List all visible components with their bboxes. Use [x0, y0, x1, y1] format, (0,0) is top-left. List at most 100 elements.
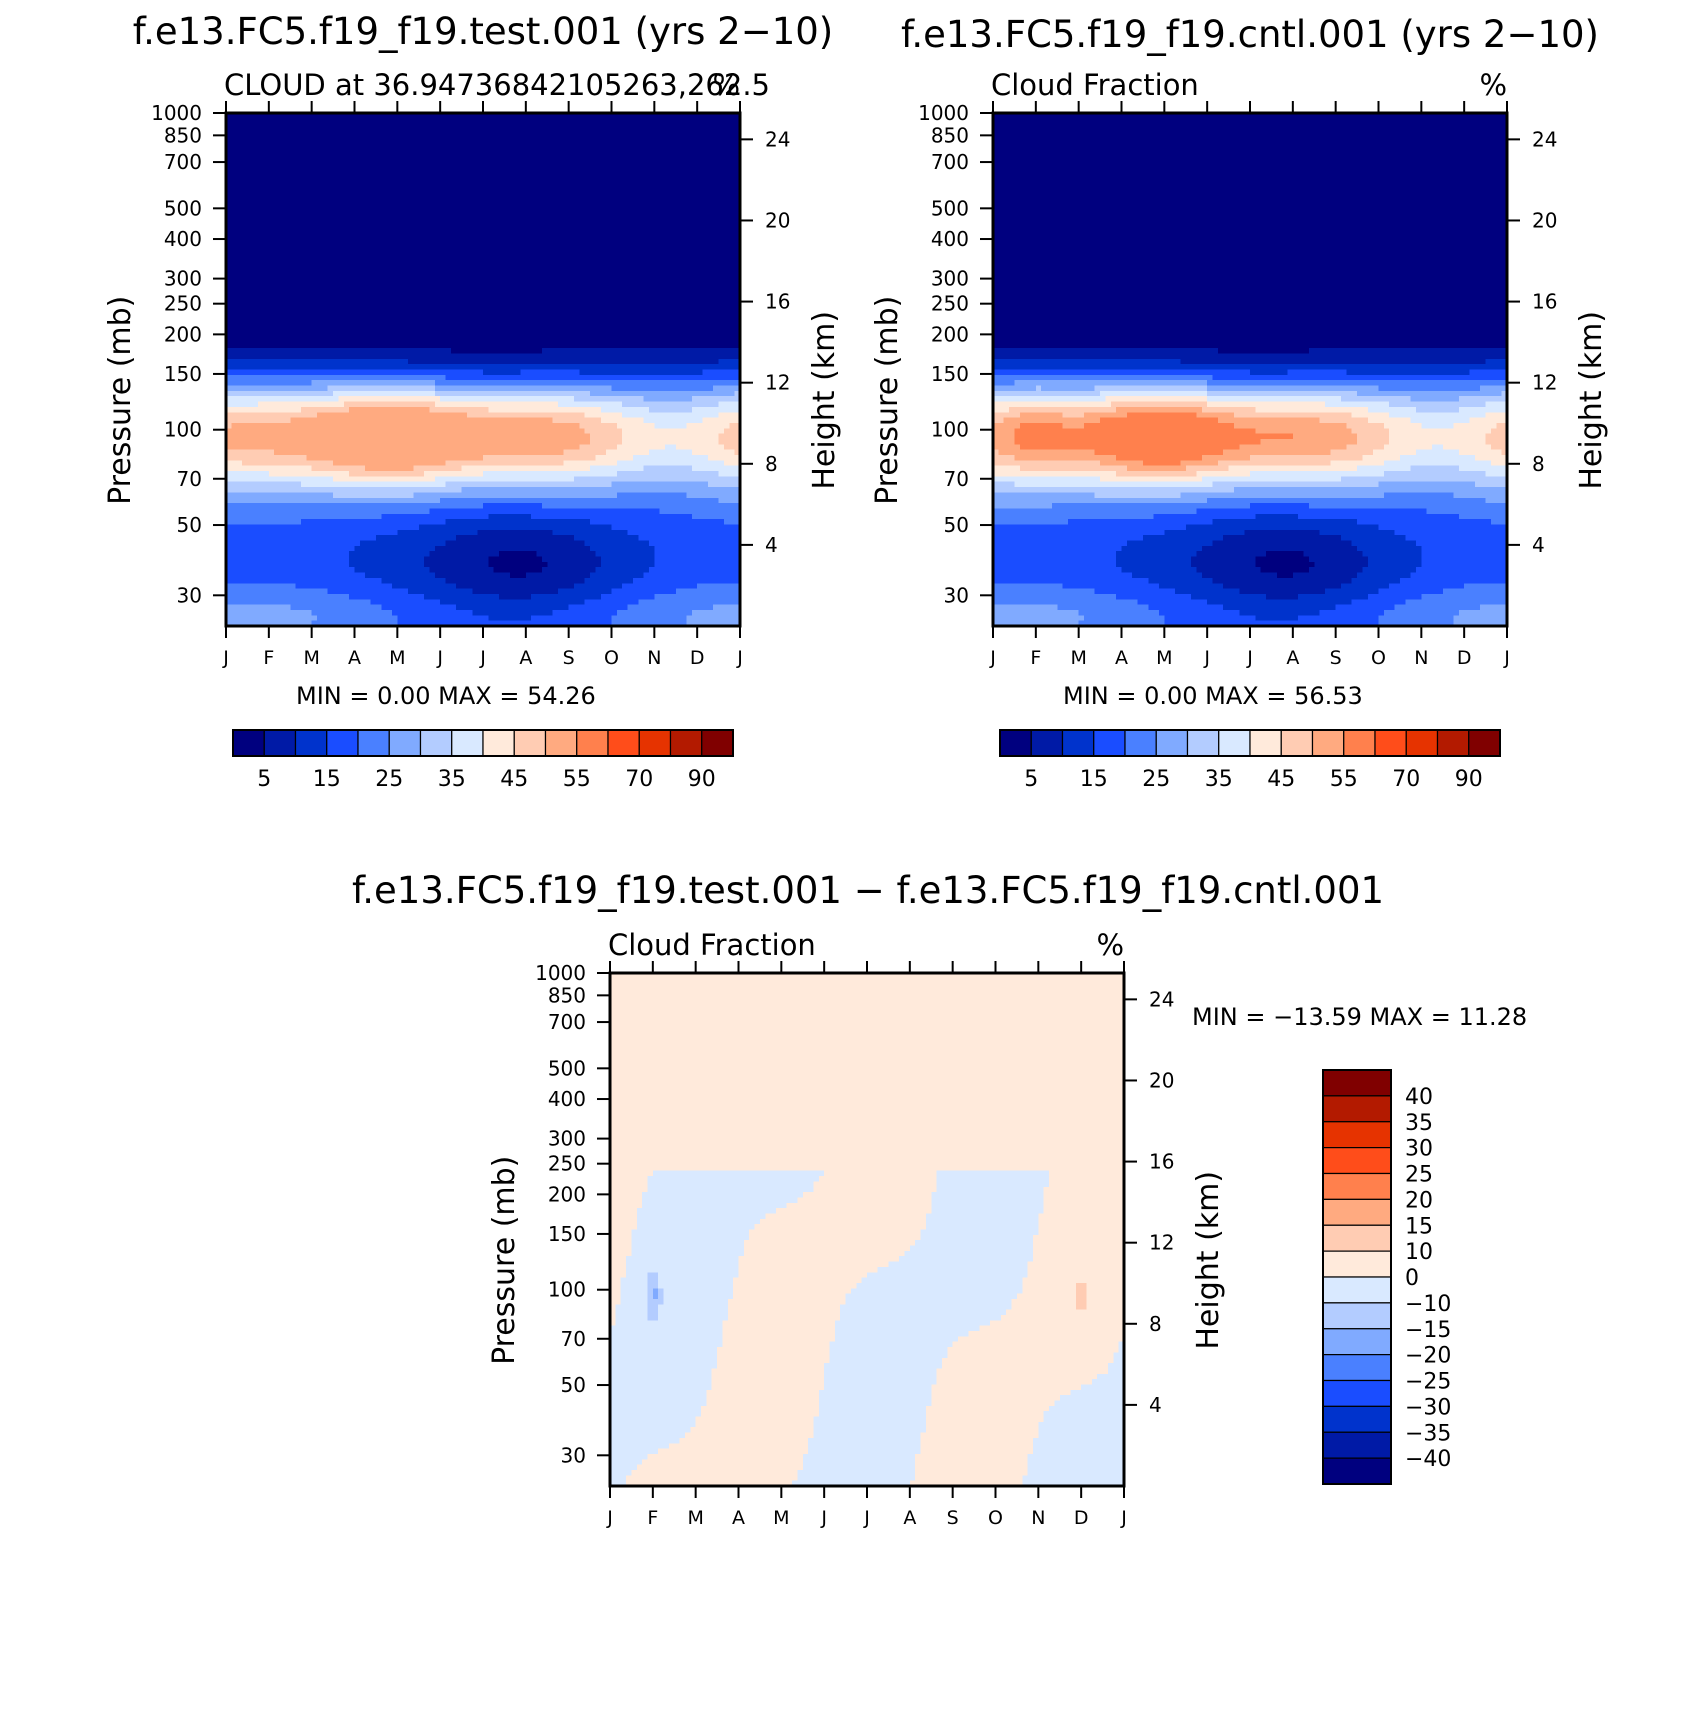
contour-cell: [274, 156, 280, 162]
contour-cell: [387, 327, 393, 333]
contour-cell: [569, 263, 575, 269]
contour-cell: [670, 305, 676, 311]
contour-cell: [253, 124, 259, 130]
contour-cell: [617, 166, 623, 172]
contour-cell: [301, 247, 307, 253]
contour-cell: [242, 182, 248, 188]
contour-cell: [237, 380, 243, 386]
contour-cell: [376, 193, 382, 199]
contour-cell: [558, 182, 564, 188]
contour-cell: [488, 321, 494, 327]
contour-cell: [703, 129, 709, 135]
contour-cell: [504, 220, 510, 226]
contour-cell: [708, 172, 714, 178]
contour-cell: [649, 140, 655, 146]
contour-cell: [515, 199, 521, 205]
contour-cell: [328, 284, 334, 290]
contour-cell: [531, 364, 537, 370]
contour-cell: [569, 257, 575, 263]
contour-cell: [253, 273, 259, 279]
contour-cell: [296, 263, 302, 269]
contour-cell: [253, 166, 259, 172]
contour-cell: [569, 236, 575, 242]
contour-cell: [504, 343, 510, 349]
contour-cell: [703, 300, 709, 306]
contour-cell: [606, 386, 612, 392]
contour-cell: [306, 289, 312, 295]
contour-cell: [617, 343, 623, 349]
contour-cell: [510, 386, 516, 392]
contour-cell: [274, 231, 280, 237]
contour-cell: [322, 172, 328, 178]
contour-cell: [242, 215, 248, 221]
contour-cell: [280, 225, 286, 231]
contour-cell: [488, 332, 494, 338]
contour-cell: [628, 257, 634, 263]
contour-cell: [328, 172, 334, 178]
contour-cell: [638, 300, 644, 306]
contour-cell: [467, 375, 473, 381]
contour-cell: [595, 247, 601, 253]
contour-cell: [590, 209, 596, 215]
contour-cell: [595, 359, 601, 365]
contour-cell: [644, 311, 650, 317]
contour-cell: [724, 225, 730, 231]
contour-cell: [301, 321, 307, 327]
contour-cell: [638, 284, 644, 290]
contour-cell: [510, 359, 516, 365]
contour-cell: [692, 295, 698, 301]
contour-cell: [585, 166, 591, 172]
contour-cell: [317, 220, 323, 226]
contour-cell: [633, 215, 639, 221]
contour-cell: [381, 279, 387, 285]
contour-cell: [542, 305, 548, 311]
contour-cell: [697, 156, 703, 162]
contour-cell: [403, 220, 409, 226]
contour-cell: [542, 124, 548, 130]
contour-cell: [376, 279, 382, 285]
contour-cell: [349, 370, 355, 376]
contour-cell: [569, 321, 575, 327]
contour-cell: [435, 273, 441, 279]
contour-cell: [542, 199, 548, 205]
contour-cell: [263, 145, 269, 151]
contour-cell: [360, 311, 366, 317]
contour-cell: [387, 161, 393, 167]
contour-cell: [456, 353, 462, 359]
contour-cell: [649, 386, 655, 392]
contour-cell: [397, 279, 403, 285]
contour-cell: [617, 225, 623, 231]
contour-cell: [504, 204, 510, 210]
contour-cell: [274, 166, 280, 172]
contour-cell: [499, 182, 505, 188]
contour-cell: [269, 348, 275, 354]
contour-cell: [338, 295, 344, 301]
contour-cell: [703, 188, 709, 194]
contour-cell: [606, 332, 612, 338]
contour-cell: [338, 273, 344, 279]
contour-cell: [349, 231, 355, 237]
contour-cell: [408, 359, 414, 365]
contour-cell: [483, 166, 489, 172]
contour-cell: [558, 252, 564, 258]
contour-cell: [472, 268, 478, 274]
contour-cell: [660, 348, 666, 354]
contour-cell: [708, 150, 714, 156]
contour-cell: [590, 305, 596, 311]
contour-cell: [697, 177, 703, 183]
contour-cell: [387, 268, 393, 274]
contour-cell: [349, 182, 355, 188]
contour-cell: [692, 231, 698, 237]
contour-cell: [451, 145, 457, 151]
contour-cell: [403, 279, 409, 285]
contour-cell: [590, 124, 596, 130]
contour-cell: [569, 316, 575, 322]
contour-cell: [676, 241, 682, 247]
contour-cell: [296, 247, 302, 253]
contour-cell: [237, 273, 243, 279]
contour-cell: [280, 284, 286, 290]
contour-cell: [462, 263, 468, 269]
contour-cell: [483, 199, 489, 205]
contour-cell: [595, 134, 601, 140]
contour-cell: [617, 231, 623, 237]
